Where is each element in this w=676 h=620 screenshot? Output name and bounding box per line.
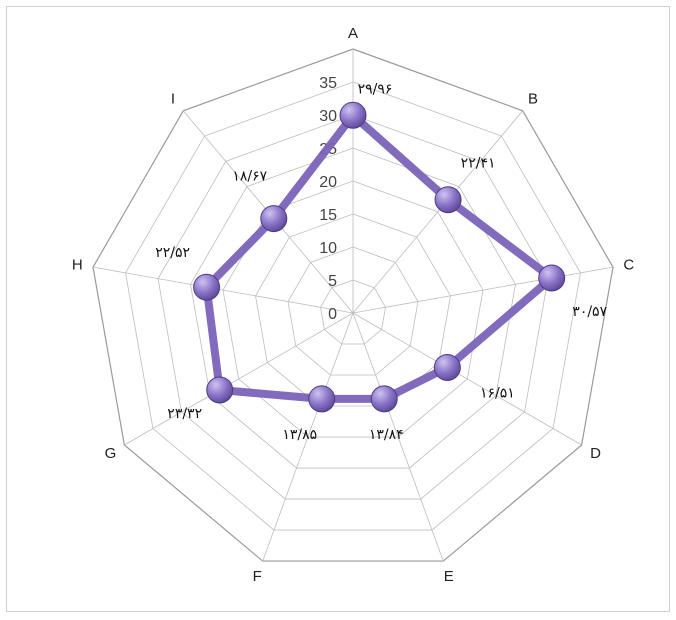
axis-label-g: G bbox=[105, 445, 117, 462]
radial-tick-label: 30 bbox=[319, 108, 337, 125]
data-label-layer: ۲۹/۹۶ ۲۲/۴۱ ۳۰/۵۷ ۱۶/۵۱ ۱۳/۸۴ ۱۳/۸۵ ۲۳/۳۲ ۲۲/۵۲… bbox=[155, 81, 607, 443]
axis-label-h: H bbox=[72, 256, 83, 273]
axis-label-c: C bbox=[623, 256, 634, 273]
data-point-h bbox=[193, 273, 221, 301]
grid-ring bbox=[157, 114, 549, 500]
grid-ring bbox=[287, 246, 419, 376]
grid-spoke bbox=[262, 312, 354, 562]
data-point-e bbox=[370, 385, 398, 413]
radial-tick-label: 5 bbox=[328, 273, 337, 290]
series-line bbox=[202, 111, 556, 403]
grid-ring bbox=[320, 279, 386, 345]
radial-tick-label: 0 bbox=[328, 306, 337, 323]
grid-spoke bbox=[352, 312, 444, 562]
data-label-a: ۲۹/۹۶ bbox=[358, 81, 393, 97]
data-label-i: ۱۸/۶۷ bbox=[232, 169, 267, 185]
data-point-a bbox=[339, 101, 367, 129]
data-point-c bbox=[538, 264, 566, 292]
radial-tick-label: 35 bbox=[319, 75, 337, 92]
grid-spoke bbox=[124, 312, 354, 446]
grid-spoke bbox=[352, 110, 524, 314]
data-label-b: ۲۲/۴۱ bbox=[461, 156, 496, 172]
axis-label-e: E bbox=[444, 568, 454, 585]
data-label-d: ۱۶/۵۱ bbox=[480, 385, 515, 401]
grid-ring bbox=[255, 213, 451, 407]
axis-label-b: B bbox=[528, 91, 538, 108]
grid-spoke bbox=[352, 266, 614, 314]
data-label-f: ۱۳/۸۵ bbox=[282, 427, 317, 443]
axis-label-i: I bbox=[171, 91, 175, 108]
data-point-d bbox=[433, 353, 461, 381]
data-label-h: ۲۲/۵۲ bbox=[155, 245, 190, 261]
grid-spoke bbox=[352, 312, 582, 446]
axis-label-a: A bbox=[348, 25, 358, 42]
grid-ring bbox=[125, 81, 581, 531]
series-layer bbox=[193, 101, 566, 413]
category-axis-labels: A B C D E F G H I bbox=[72, 25, 634, 585]
data-point-g bbox=[206, 376, 234, 404]
grid-spoke bbox=[92, 266, 354, 314]
radial-tick-label: 15 bbox=[319, 207, 337, 224]
data-label-c: ۳۰/۵۷ bbox=[572, 304, 607, 320]
data-point-f bbox=[308, 385, 336, 413]
radial-tick-label: 10 bbox=[319, 240, 337, 257]
axis-label-d: D bbox=[590, 445, 601, 462]
data-label-g: ۲۳/۳۲ bbox=[167, 406, 202, 422]
data-label-e: ۱۳/۸۴ bbox=[369, 427, 404, 443]
data-point-b bbox=[434, 186, 462, 214]
axis-label-f: F bbox=[253, 568, 262, 585]
grid-ring bbox=[190, 147, 516, 469]
radial-tick-label: 20 bbox=[319, 174, 337, 191]
data-point-i bbox=[260, 205, 288, 233]
grid-ring bbox=[92, 48, 614, 562]
